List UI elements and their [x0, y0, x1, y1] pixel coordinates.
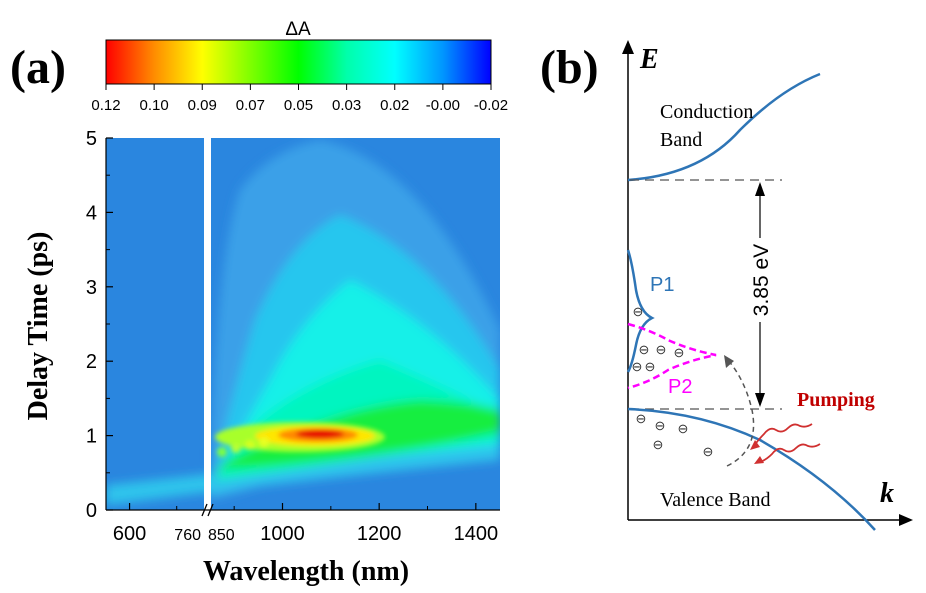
electron: ⊖	[678, 421, 689, 436]
electron: ⊖	[636, 411, 647, 426]
energy-axis-arrowhead	[622, 40, 634, 54]
x-tick-label: 850	[208, 527, 235, 544]
pumping-photon-wave	[753, 423, 813, 447]
valence-band-label: Valence Band	[660, 489, 771, 511]
heatmap	[106, 138, 500, 510]
heatmap-peak	[296, 429, 344, 439]
axis-break-strip	[204, 138, 211, 510]
y-axis-label: Delay Time (ps)	[23, 232, 54, 421]
colorbar-tick-label: 0.09	[188, 97, 217, 114]
panel-b-label: (b)	[540, 41, 599, 94]
colorbar-ticks: 0.12 0.10 0.09 0.07 0.05 0.03 0.02 -0.00 -0.02	[91, 84, 508, 114]
electron: ⊖	[632, 359, 643, 374]
energy-axis-label: E	[639, 44, 659, 75]
colorbar-tick-label: 0.10	[140, 97, 169, 114]
x-tick-label: 760	[174, 527, 201, 544]
conduction-band-curve	[627, 72, 821, 182]
colorbar-tick-label: -0.00	[426, 97, 460, 114]
pumping-photon-wave	[759, 443, 821, 463]
colorbar	[105, 39, 492, 85]
band-gap-label: 3.85 eV	[750, 244, 773, 316]
heatmap-oscillation	[231, 443, 241, 453]
electron: ⊖	[633, 304, 644, 319]
y-tick-label: 4	[86, 202, 97, 224]
electron: ⊖	[645, 359, 656, 374]
p1-label: P1	[650, 274, 674, 296]
pumping-photon-arrowhead	[750, 440, 760, 450]
colorbar-tick-label: 0.12	[91, 97, 120, 114]
electron: ⊖	[703, 444, 714, 459]
band-gap-arrowhead-up	[755, 182, 765, 196]
band-gap-label-bg	[750, 238, 772, 322]
y-tick-label: 1	[86, 426, 97, 448]
colorbar-tick-label: 0.05	[284, 97, 313, 114]
colorbar-tick-label: 0.02	[380, 97, 409, 114]
heatmap-oscillation	[217, 447, 227, 457]
p2-distribution	[627, 322, 717, 390]
y-axis-ticks: 0 1 2 3 4 5	[86, 128, 113, 522]
axis-break-mark	[207, 503, 214, 517]
p1-distribution	[626, 249, 655, 373]
x-tick-label: 1400	[454, 523, 499, 545]
colorbar-tick-label: -0.02	[474, 97, 508, 114]
electrons: ⊖⊖ ⊖ ⊖⊖ ⊖⊖ ⊖ ⊖⊖ ⊖	[632, 304, 714, 459]
valence-band-curve	[627, 407, 876, 531]
electron: ⊖	[674, 345, 685, 360]
x-axis-ticks: 600 760 850 1000 1200 1400	[113, 503, 498, 545]
k-axis-arrowhead	[899, 514, 913, 526]
axis-break-mark	[201, 503, 208, 517]
x-axis-label: Wavelength (nm)	[203, 556, 409, 587]
conduction-band-label: Conduction Band	[660, 101, 758, 151]
p2-label: P2	[668, 376, 692, 398]
heatmap-oscillation	[259, 437, 269, 447]
panel-a-label: (a)	[10, 41, 66, 94]
band-gap-arrowhead-down	[755, 393, 765, 407]
y-tick-label: 2	[86, 351, 97, 373]
y-tick-label: 3	[86, 277, 97, 299]
electron: ⊖	[653, 437, 664, 452]
colorbar-title: ΔA	[285, 19, 311, 40]
relaxation-arrow	[726, 359, 755, 467]
electron: ⊖	[656, 342, 667, 357]
x-tick-label: 600	[113, 523, 146, 545]
x-tick-label: 1000	[260, 523, 305, 545]
k-axis-label: k	[880, 478, 894, 509]
y-tick-label: 5	[86, 128, 97, 150]
colorbar-tick-label: 0.07	[236, 97, 265, 114]
electron: ⊖	[655, 418, 666, 433]
electron: ⊖	[639, 342, 650, 357]
pumping-label: Pumping	[797, 389, 875, 411]
y-tick-label: 0	[86, 500, 97, 522]
colorbar-tick-label: 0.03	[332, 97, 361, 114]
x-tick-label: 1200	[357, 523, 402, 545]
heatmap-oscillation	[245, 440, 255, 450]
pumping-photon-arrowhead	[754, 456, 764, 464]
relaxation-arrowhead	[724, 355, 734, 368]
